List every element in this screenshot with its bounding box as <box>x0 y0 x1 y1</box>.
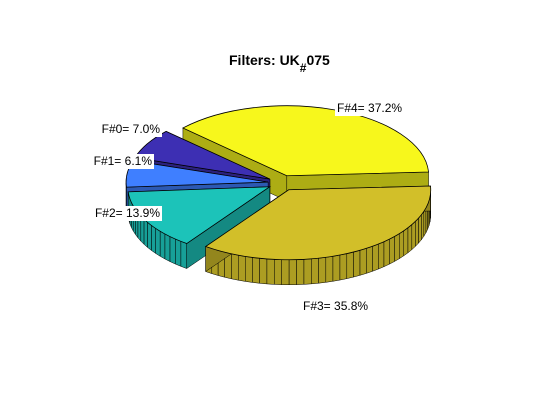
slice-label-2: F#2= 13.9% <box>95 206 160 220</box>
chart-title-main: Filters: UK <box>229 52 300 68</box>
chart-title-tail: 075 <box>306 52 330 68</box>
slice-label-3: F#3= 35.8% <box>303 299 368 313</box>
slice-label-0: F#0= 7.0% <box>102 122 161 136</box>
pie-slices <box>125 105 432 286</box>
pie-slice-top-3 <box>204 185 432 261</box>
chart-title-subscript: # <box>300 61 307 75</box>
pie-slice-3 <box>204 185 432 286</box>
chart-title: Filters: UK#075 <box>229 52 330 75</box>
slice-label-bg-4 <box>335 101 405 116</box>
slice-label-bg-3 <box>301 299 371 314</box>
slice-label-bg-2 <box>92 206 162 221</box>
slice-label-bg-0 <box>98 122 162 137</box>
slice-labels: F#0= 7.0% F#1= 6.1% F#2= 13.9% F#3= 35.8% F#… <box>90 101 405 314</box>
slice-label-bg-1 <box>90 154 154 169</box>
slice-label-1: F#1= 6.1% <box>94 154 153 168</box>
slice-label-4: F#4= 37.2% <box>337 101 402 115</box>
